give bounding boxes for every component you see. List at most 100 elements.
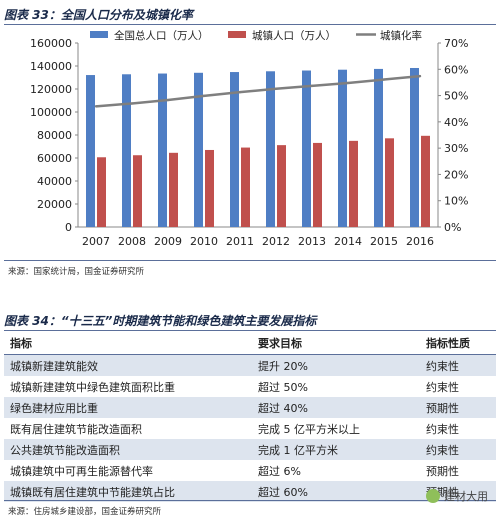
legend-swatch-bar [228,31,246,38]
y-tick-label-left: 120000 [30,83,72,96]
legend-label: 城镇人口（万人） [252,29,336,42]
urbanization-rate-point [130,102,134,105]
y-tick-label-left: 100000 [30,106,72,119]
x-tick-label: 2008 [118,235,146,248]
bar-urban-population [421,135,430,227]
bar-total-population [374,68,383,227]
table-header-row: 指标 要求目标 指标性质 [4,332,496,355]
target-cell: 超过 40% [252,397,420,418]
y-tick-label-left: 40000 [37,175,72,188]
urbanization-rate-point [94,105,98,108]
header-indicator: 指标 [4,332,252,355]
target-cell: 提升 20% [252,354,420,376]
figure33-title: 图表 33：全国人口分布及城镇化率 [4,8,193,22]
y-tick-label-right: 70% [444,37,468,50]
y-tick-label-left: 20000 [37,198,72,211]
bar-urban-population [97,157,106,227]
y-tick-label-right: 40% [444,116,468,129]
indicator-cell: 公共建筑节能改造面积 [4,439,252,460]
bar-total-population [122,74,131,227]
bar-total-population [158,73,167,227]
bar-urban-population [133,155,142,227]
y-tick-label-left: 0 [65,221,72,234]
figure34-source: 来源：住房城乡建设部，国金证券研究所 [8,507,162,517]
legend-label: 全国总人口（万人） [114,29,209,42]
bar-total-population [194,72,203,227]
header-target: 要求目标 [252,332,420,355]
bar-total-population [302,70,311,227]
x-tick-label: 2015 [370,235,398,248]
bar-urban-population [241,147,250,227]
x-tick-label: 2014 [334,235,362,248]
figure33-source: 来源：国家统计局，国金证券研究所 [8,267,145,277]
x-tick-label: 2010 [190,235,218,248]
bar-total-population [338,69,347,227]
legend-label: 城镇化率 [380,29,422,42]
bar-urban-population [349,140,358,227]
y-tick-label-right: 50% [444,90,468,103]
figure34-title: 图表 34：“十三五”时期建筑节能和绿色建筑主要发展指标 [4,314,317,328]
urbanization-rate-point [346,81,350,85]
y-tick-label-right: 30% [444,142,468,155]
watermark-text: 建材大用 [444,490,488,503]
table-row: 既有居住建筑节能改造面积 完成 5 亿平方米以上 约束性 [4,418,496,439]
x-tick-label: 2012 [262,235,290,248]
wechat-icon [426,489,440,503]
target-cell: 完成 1 亿平方米 [252,439,420,460]
bar-urban-population [313,142,322,227]
header-nature: 指标性质 [420,332,496,355]
indicator-table: 指标 要求目标 指标性质 城镇新建建筑能效 提升 20% 约束性 城镇新建建筑中… [4,332,496,502]
y-tick-label-left: 60000 [37,152,72,165]
population-chart: 0 20000 40000 60000 80000 100000 120000 140000 1… [30,29,468,248]
nature-cell: 约束性 [426,380,459,394]
urbanization-rate-point [418,74,422,78]
urbanization-rate-point [310,84,314,88]
indicator-cell: 城镇既有居住建筑中节能建筑占比 [4,481,252,502]
bar-total-population [86,75,95,227]
legend-swatch-bar [90,31,108,38]
x-tick-label: 2013 [298,235,326,248]
x-tick-label: 2009 [154,235,182,248]
y-tick-label-right: 20% [444,168,468,181]
x-tick-label: 2007 [82,235,110,248]
nature-cell: 预期性 [426,464,459,478]
target-cell: 超过 60% [252,481,420,502]
figure34-bottom-rule [4,500,496,501]
urbanization-rate-point [382,78,386,81]
bar-total-population [230,72,239,227]
table-row: 城镇新建建筑中绿色建筑面积比重 超过 50% 约束性 [4,376,496,397]
table-row: 城镇既有居住建筑中节能建筑占比 超过 60% 预期性 [4,481,496,502]
nature-cell: 约束性 [426,422,459,436]
target-cell: 超过 50% [258,380,308,394]
table-row: 城镇新建建筑能效 提升 20% 约束性 [4,354,496,376]
watermark: 建材大用 [426,488,488,504]
y-tick-label-left: 80000 [37,129,72,142]
urbanization-rate-line [95,74,421,108]
figure33-top-rule [4,24,496,25]
urbanization-rate-point [238,90,242,94]
table-row: 公共建筑节能改造面积 完成 1 亿平方米 约束性 [4,439,496,460]
bar-total-population [410,67,419,228]
y-tick-label-left: 160000 [30,37,72,50]
table-row: 城镇建筑中可再生能源替代率 超过 6% 预期性 [4,460,496,481]
urbanization-rate-point [274,87,278,90]
y-tick-label-left: 140000 [30,60,72,73]
bar-urban-population [385,138,394,227]
indicator-cell: 既有居住建筑节能改造面积 [10,422,142,436]
y-tick-label-right: 60% [444,63,468,76]
bar-urban-population [277,145,286,227]
urbanization-rate-point [202,94,206,98]
urbanization-rate-point [166,98,170,102]
figure34-top-rule [4,330,496,331]
x-tick-label: 2011 [226,235,254,248]
x-tick-label: 2016 [406,235,434,248]
indicator-cell: 城镇建筑中可再生能源替代率 [10,464,153,478]
bar-urban-population [169,152,178,227]
nature-cell: 约束性 [420,354,496,376]
table-row: 绿色建材应用比重 超过 40% 预期性 [4,397,496,418]
indicator-cell: 城镇新建建筑中绿色建筑面积比重 [10,380,175,394]
nature-cell: 约束性 [420,439,496,460]
target-cell: 超过 6% [258,464,301,478]
y-tick-label-right: 0% [444,221,461,234]
nature-cell: 预期性 [420,397,496,418]
